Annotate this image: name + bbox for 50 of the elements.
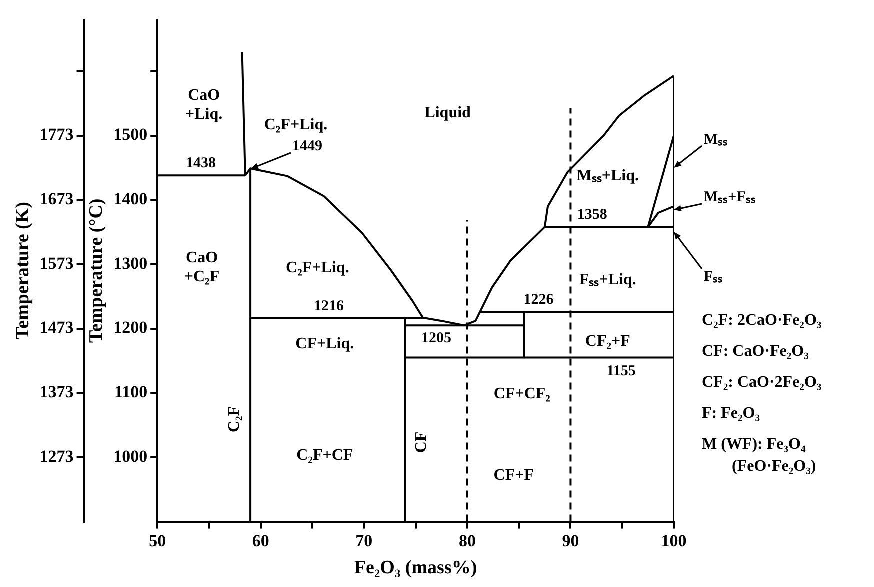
y-tick-label: 1300 [114,254,148,273]
y2-tick-label: 1373 [40,382,74,402]
annotation: Mₛₛ+Fₛₛ [704,190,756,206]
y-tick-label: 1400 [114,190,148,209]
y-tick-label: 1100 [114,382,148,402]
annotation: C₂F+Liq. [286,260,350,277]
y2-tick-label: 1773 [40,125,74,144]
annotation: CF₂+F [585,332,631,350]
y2-axis-title: Temperature (K) [12,202,34,340]
x-tick-label: 50 [149,531,166,550]
annotation: 1226 [524,292,554,308]
annotation: CF+Liq. [296,335,354,352]
x-tick-label: 80 [458,531,476,550]
y2-tick-label: 1573 [40,254,74,273]
annotation: 1438 [186,156,216,172]
annotation: 1358 [577,207,608,224]
annotation: Mₛₛ+Liq. [576,168,640,185]
annotation: Fₛₛ [704,269,724,286]
annotation: C₂F+CF [296,447,354,464]
y-tick-label: 1500 [114,125,148,144]
annotation: 1449 [292,138,323,154]
annotation: C₂F+Liq. [264,116,328,134]
annotation: CF+F [494,466,534,484]
y2-tick-label: 1473 [40,318,74,338]
annotation: Mₛₛ [704,132,728,148]
x-tick-label: 100 [661,531,687,550]
x-tick-label: 70 [356,531,373,550]
text: M (WF): Fe₃O₄ (FeO·Fe₂O₃) [702,436,816,476]
annotation: 1216 [314,298,345,314]
x-tick-label: 90 [562,531,580,550]
x-axis-title: Fe₂O₃ (mass%) [354,558,478,579]
y2-tick-label: 1273 [40,446,74,466]
annotation: Liquid [424,104,472,122]
annotation: Fₛₛ+Liq. [579,272,636,289]
annotation: CF [413,432,430,454]
y-tick-label: 1200 [114,318,148,338]
annotation: 1155 [606,364,636,380]
y-tick-label: 1000 [114,446,148,466]
annotation: CF+CF₂ [494,385,551,402]
text: C₂F: 2CaO·Fe₂O₃ [702,312,822,330]
annotation: 1205 [421,330,452,346]
annotation: CaO +C₂F [184,250,220,286]
text: CF₂: CaO·2Fe₂O₃ [702,374,822,392]
y-axis-title: Temperature (°C) [86,198,108,344]
text: F: Fe₂O₃ [702,405,760,422]
x-tick-label: 60 [252,531,270,550]
y2-tick-label: 1673 [40,190,74,209]
annotation: CaO +Liq. [186,86,223,123]
text: CF: CaO·Fe₂O₃ [702,343,810,360]
annotation: C₂F [226,406,244,432]
